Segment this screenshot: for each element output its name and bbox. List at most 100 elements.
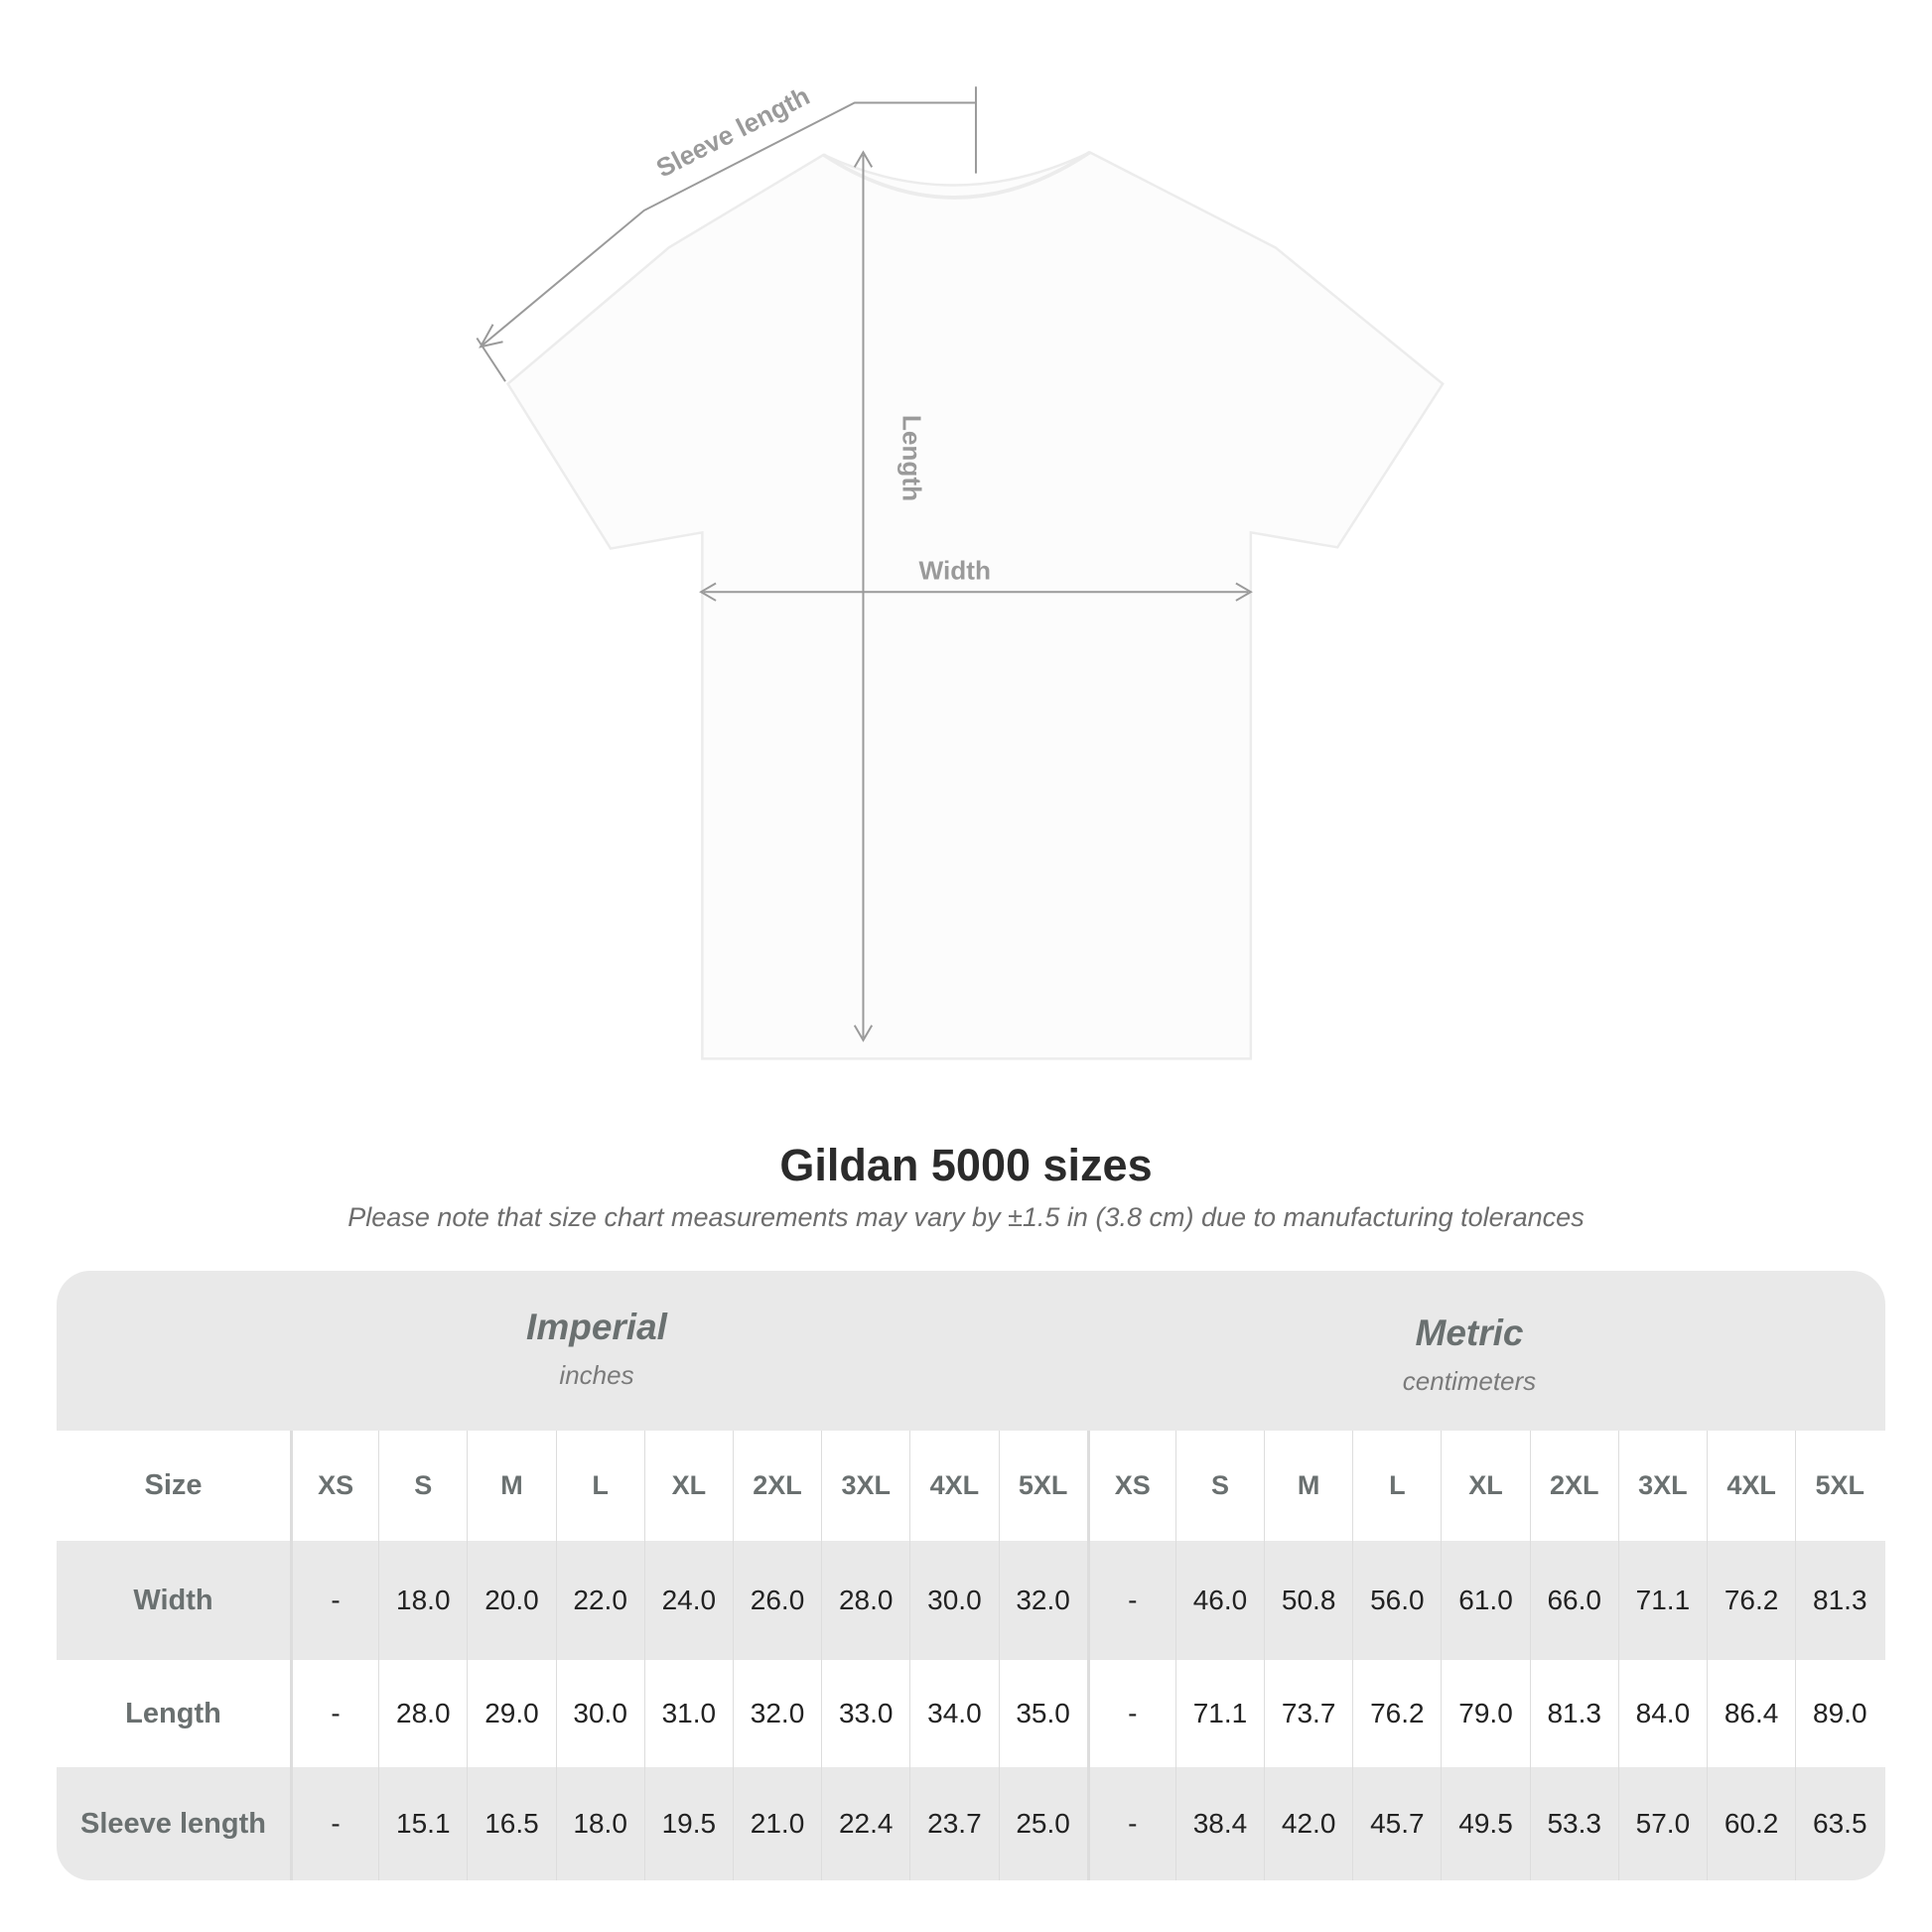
value-imperial: -: [290, 1767, 378, 1880]
value-metric: 89.0: [1795, 1660, 1883, 1767]
value-metric: 56.0: [1352, 1541, 1441, 1660]
size-metric-5xl: 5XL: [1795, 1431, 1883, 1541]
table-row: Width -18.0 20.0 22.0 24.0 26.0 28.0 30.0 32.0-4…: [57, 1541, 1885, 1660]
value-metric: -: [1086, 1541, 1175, 1660]
table-row: Sleeve length -15.1 16.5 18.0 19.5 21.0 22.4 23…: [57, 1767, 1885, 1880]
value-imperial: 19.5: [643, 1767, 733, 1880]
value-imperial: 18.0: [378, 1541, 467, 1660]
value-imperial: 21.0: [732, 1767, 821, 1880]
width-arrow-right-icon: [1235, 582, 1253, 602]
value-imperial: 22.4: [821, 1767, 909, 1880]
tshirt-measurement-diagram: Sleeve length Length Width: [476, 80, 1445, 1060]
value-imperial: 20.0: [467, 1541, 555, 1660]
size-metric-l: L: [1352, 1431, 1441, 1541]
size-imperial-xl: XL: [643, 1431, 733, 1541]
value-imperial: 30.0: [909, 1541, 998, 1660]
size-imperial-2xl: 2XL: [732, 1431, 821, 1541]
value-imperial: 35.0: [998, 1660, 1087, 1767]
size-imperial-3xl: 3XL: [821, 1431, 909, 1541]
sleeve-length-line: [480, 101, 976, 348]
size-metric-3xl: 3XL: [1617, 1431, 1707, 1541]
size-imperial-5xl: 5XL: [998, 1431, 1087, 1541]
value-imperial: 18.0: [555, 1767, 644, 1880]
value-imperial: 33.0: [821, 1660, 909, 1767]
size-metric-4xl: 4XL: [1707, 1431, 1795, 1541]
value-metric: 53.3: [1529, 1767, 1618, 1880]
row-label: Width: [133, 1584, 213, 1616]
value-metric: 79.0: [1441, 1660, 1529, 1767]
chart-title: Gildan 5000 sizes: [779, 1140, 1153, 1190]
size-imperial-4xl: 4XL: [909, 1431, 998, 1541]
value-metric: 45.7: [1352, 1767, 1441, 1880]
value-metric: 46.0: [1174, 1541, 1264, 1660]
size-metric-xs: XS: [1086, 1431, 1175, 1541]
value-metric: 63.5: [1795, 1767, 1883, 1880]
value-metric: 42.0: [1264, 1767, 1352, 1880]
imperial-header: Imperial inches: [398, 1307, 795, 1391]
size-metric-xl: XL: [1441, 1431, 1529, 1541]
metric-title: Metric: [1415, 1312, 1524, 1353]
size-metric-2xl: 2XL: [1529, 1431, 1618, 1541]
unit-header-band: [57, 1271, 1885, 1431]
size-metric-s: S: [1174, 1431, 1264, 1541]
value-metric: 57.0: [1617, 1767, 1707, 1880]
value-imperial: 22.0: [555, 1541, 644, 1660]
value-metric: 66.0: [1529, 1541, 1618, 1660]
size-imperial-s: S: [378, 1431, 467, 1541]
value-metric: 49.5: [1441, 1767, 1529, 1880]
value-imperial: 16.5: [467, 1767, 555, 1880]
value-imperial: 28.0: [378, 1660, 467, 1767]
sleeve-length-label: Sleeve length: [651, 80, 814, 183]
size-header-row: Size XS S M L XL 2XL 3XL 4XL 5XL XS S M L XL 2XL 3XL 4XL 5…: [57, 1431, 1885, 1541]
table-row: Length -28.0 29.0 30.0 31.0 32.0 33.0 34.0 35.0-…: [57, 1660, 1885, 1767]
size-imperial-l: L: [555, 1431, 644, 1541]
value-imperial: 24.0: [643, 1541, 733, 1660]
value-metric: 61.0: [1441, 1541, 1529, 1660]
value-metric: 50.8: [1264, 1541, 1352, 1660]
value-metric: 38.4: [1174, 1767, 1264, 1880]
width-label: Width: [919, 556, 991, 586]
value-imperial: 32.0: [998, 1541, 1087, 1660]
value-imperial: 30.0: [555, 1660, 644, 1767]
imperial-unit: inches: [559, 1360, 634, 1390]
value-imperial: 29.0: [467, 1660, 555, 1767]
row-label: Sleeve length: [80, 1807, 266, 1840]
value-imperial: 28.0: [821, 1541, 909, 1660]
value-metric: 76.2: [1352, 1660, 1441, 1767]
value-imperial: -: [290, 1660, 378, 1767]
size-table: Imperial inches Metric centimeters Size X…: [57, 1271, 1885, 1880]
length-arrow-bottom-icon: [853, 1025, 874, 1042]
value-metric: -: [1086, 1660, 1175, 1767]
value-metric: 86.4: [1707, 1660, 1795, 1767]
width-arrow-left-icon: [699, 582, 717, 602]
length-arrow-top-icon: [853, 150, 874, 168]
length-label: Length: [897, 415, 926, 501]
value-metric: 81.3: [1529, 1660, 1618, 1767]
imperial-title: Imperial: [526, 1307, 667, 1347]
value-metric: 81.3: [1795, 1541, 1883, 1660]
value-imperial: 25.0: [998, 1767, 1087, 1880]
row-label: Size: [144, 1469, 203, 1501]
value-metric: 73.7: [1264, 1660, 1352, 1767]
row-label: Length: [125, 1697, 221, 1729]
value-metric: -: [1086, 1767, 1175, 1880]
value-imperial: 15.1: [378, 1767, 467, 1880]
tshirt-collar: [822, 150, 1091, 200]
value-imperial: 31.0: [643, 1660, 733, 1767]
size-imperial-xs: XS: [290, 1431, 378, 1541]
value-metric: 60.2: [1707, 1767, 1795, 1880]
value-imperial: 23.7: [909, 1767, 998, 1880]
value-imperial: -: [290, 1541, 378, 1660]
value-imperial: 34.0: [909, 1660, 998, 1767]
value-metric: 71.1: [1174, 1660, 1264, 1767]
value-metric: 76.2: [1707, 1541, 1795, 1660]
value-metric: 71.1: [1617, 1541, 1707, 1660]
size-imperial-m: M: [467, 1431, 555, 1541]
metric-unit: centimeters: [1402, 1366, 1537, 1396]
value-imperial: 32.0: [732, 1660, 821, 1767]
sleeve-arrow-icon: [479, 324, 503, 348]
value-imperial: 26.0: [732, 1541, 821, 1660]
value-metric: 84.0: [1617, 1660, 1707, 1767]
tshirt-shape: [505, 151, 1445, 1060]
metric-header: Metric centimeters: [1271, 1312, 1668, 1397]
